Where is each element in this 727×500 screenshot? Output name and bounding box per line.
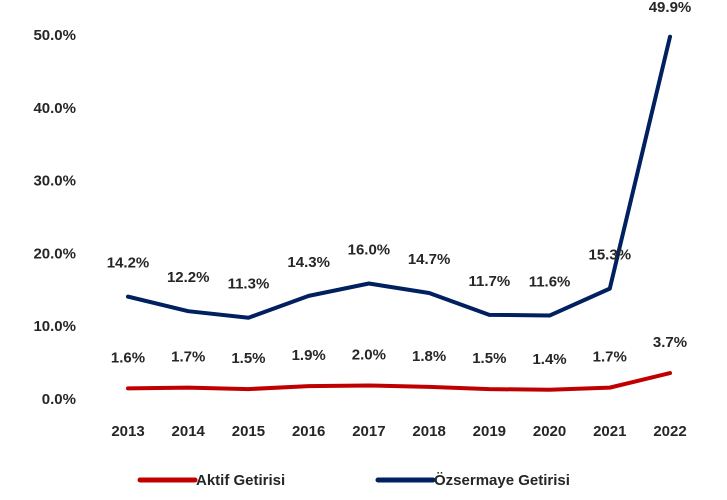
x-tick-label: 2019: [473, 423, 506, 440]
legend-label: Özsermaye Getirisi: [434, 472, 570, 489]
x-tick-label: 2015: [232, 423, 265, 440]
data-label: 1.6%: [111, 349, 145, 366]
data-label: 1.4%: [532, 351, 566, 368]
x-tick-label: 2013: [111, 423, 144, 440]
data-label: 1.5%: [231, 350, 265, 367]
data-label: 12.2%: [167, 269, 210, 286]
x-tick-label: 2020: [533, 423, 566, 440]
data-label: 11.7%: [468, 273, 510, 290]
x-tick-label: 2018: [412, 423, 445, 440]
data-label: 3.7%: [653, 334, 687, 351]
x-tick-label: 2016: [292, 423, 325, 440]
x-tick-label: 2021: [593, 423, 626, 440]
data-label: 1.9%: [292, 347, 326, 364]
data-label: 14.2%: [107, 255, 150, 272]
x-tick-label: 2014: [172, 423, 206, 440]
series-line: [126, 34, 672, 320]
data-label: 49.9%: [649, 0, 692, 16]
data-label: 11.6%: [529, 274, 571, 291]
data-label: 14.3%: [287, 254, 330, 271]
y-tick-label: 50.0%: [33, 27, 76, 44]
x-tick-label: 2017: [352, 423, 385, 440]
legend-label: Aktif Getirisi: [196, 472, 285, 489]
data-label: 1.7%: [171, 349, 205, 366]
data-label: 15.3%: [589, 247, 632, 264]
y-tick-label: 0.0%: [42, 391, 76, 408]
y-tick-label: 40.0%: [33, 100, 76, 117]
data-label: 14.7%: [408, 251, 451, 268]
y-tick-label: 30.0%: [33, 173, 76, 190]
data-label: 11.3%: [228, 276, 270, 293]
data-label: 2.0%: [352, 346, 386, 363]
series-line: [126, 371, 672, 392]
data-label: 1.5%: [472, 350, 506, 367]
data-label: 16.0%: [348, 241, 391, 258]
data-label: 1.7%: [593, 349, 627, 366]
x-tick-label: 2022: [653, 423, 686, 440]
data-label: 1.8%: [412, 348, 446, 365]
y-tick-label: 20.0%: [33, 245, 76, 262]
y-tick-label: 10.0%: [33, 318, 76, 335]
